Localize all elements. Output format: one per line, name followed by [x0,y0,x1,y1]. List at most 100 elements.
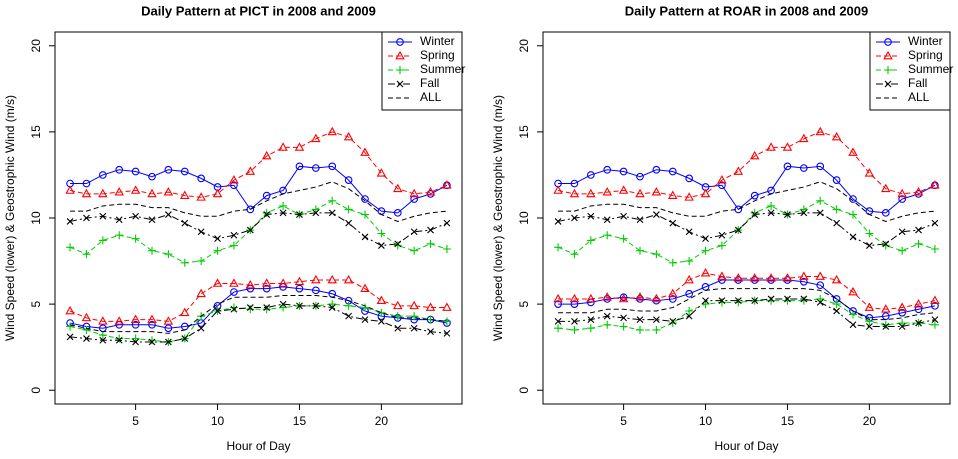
point [261,278,272,287]
y-tick-label: 15 [517,125,531,139]
point [344,301,353,310]
point [602,187,612,196]
point [767,295,775,303]
point [130,314,141,323]
legend-label: Summer [908,62,953,76]
x-tick-label: 15 [781,414,795,428]
series-line [69,286,448,329]
point [930,295,940,305]
point [296,211,303,218]
point [312,209,320,217]
point [700,267,711,277]
y-tick-label: 0 [29,387,43,394]
point [554,243,563,252]
point [652,325,661,334]
point [393,300,403,310]
y-tick-label: 5 [517,300,531,307]
series-line [557,212,936,247]
point [586,171,595,179]
point [766,273,776,282]
point [782,273,793,282]
point [410,246,419,255]
point [163,187,174,196]
point [262,305,271,314]
point [377,229,386,238]
legend-label: Fall [908,76,927,90]
point [164,338,172,346]
point [361,210,370,219]
point [618,185,629,194]
legend-marker [396,38,404,46]
series-line [558,279,936,319]
point [115,336,123,344]
point [164,165,173,174]
point [734,297,742,305]
point [749,150,760,160]
point [345,312,353,320]
point [196,288,206,298]
point [294,142,305,151]
point [913,187,924,196]
point [652,165,661,174]
point [131,234,140,243]
point [328,304,336,311]
point [312,302,320,310]
point [263,211,271,218]
point [602,292,612,301]
point [620,212,628,220]
point [442,180,452,189]
point [881,312,890,321]
y-tick-label: 10 [517,211,531,225]
point [246,305,255,314]
point [799,271,809,280]
point [635,246,644,255]
point [570,250,579,259]
point [197,257,206,266]
point [865,242,873,249]
point [245,280,256,289]
point [702,235,709,243]
point [849,321,857,329]
point [230,231,238,239]
point [279,209,287,217]
point [213,246,222,255]
point [296,302,303,310]
point [361,316,369,323]
point [685,174,694,183]
point [619,167,628,176]
point [361,195,369,203]
x-tick-label: 15 [293,414,307,428]
point [586,293,596,303]
point [343,131,354,141]
point [865,229,874,238]
point [393,183,403,193]
legend-label: Winter [908,34,943,48]
point [669,317,677,325]
point [131,167,140,176]
point [212,188,223,198]
point [700,188,711,198]
series-line [558,165,936,214]
series-line [69,131,448,198]
point [733,273,744,282]
point [603,216,611,224]
point [685,257,694,266]
point [554,317,562,325]
point [898,246,907,255]
point [164,211,172,218]
legend-label: Fall [420,76,439,90]
point [898,228,906,236]
point [586,236,595,245]
point [114,316,124,325]
point [261,150,272,160]
series-line [69,279,447,322]
point [65,305,75,315]
point [882,323,890,330]
point [898,308,907,317]
point [570,325,579,334]
point [915,319,922,327]
point [848,147,858,156]
point [914,305,923,314]
point [881,208,890,217]
point [115,165,124,174]
